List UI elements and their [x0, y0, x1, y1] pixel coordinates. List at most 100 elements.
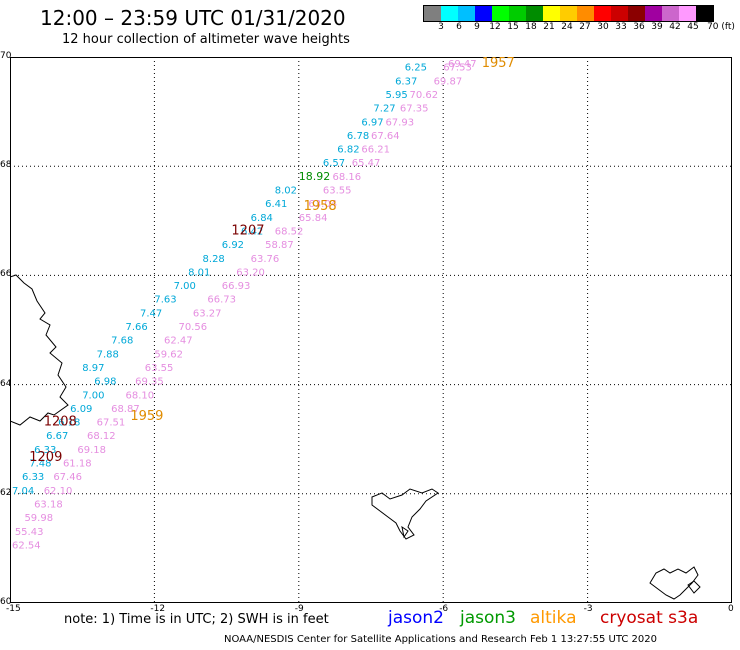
swh-value-label: 67.35: [400, 104, 429, 115]
faroe-islet: [401, 525, 409, 539]
swh-value-label: 62.10: [44, 486, 73, 497]
swh-value-label: 6.37: [395, 76, 417, 87]
legend-jason2: jason2: [388, 608, 444, 628]
iceland-east-coast: [10, 274, 69, 426]
swh-value-label: 6.84: [251, 213, 273, 224]
swh-value-label: 6.09: [70, 404, 92, 415]
swh-value-label: 59.98: [24, 513, 53, 524]
swh-value-label: 7.04: [12, 486, 34, 497]
swh-value-label: 6.41: [265, 199, 287, 210]
swh-value-label: 63.20: [236, 267, 265, 278]
swh-value-label: 67.53: [443, 63, 472, 74]
color-scale-label: 21: [543, 22, 555, 32]
color-swatch: [594, 6, 611, 21]
color-swatch: [526, 6, 543, 21]
map-subtitle: 12 hour collection of altimeter wave hei…: [62, 32, 350, 47]
swh-value-label: 69.87: [434, 76, 463, 87]
map-frame: [10, 57, 732, 603]
color-scale-label: 6: [456, 22, 462, 32]
latitude-tick-label: 62: [0, 487, 12, 498]
time-label: 1207: [231, 223, 264, 238]
swh-value-label: 6.57: [323, 158, 345, 169]
time-label: 1209: [29, 450, 62, 465]
swh-value-label: 8.97: [82, 363, 104, 374]
color-swatch: [492, 6, 509, 21]
longitude-tick-label: 0: [728, 604, 734, 614]
swh-value-label: 69.18: [77, 445, 106, 456]
graticule: [10, 57, 732, 603]
color-scale-labels: 3 6 9 12 15 18 21 24 27 30 33 36 39 42 45 70 (ft): [423, 22, 735, 34]
color-scale-label: 18: [525, 22, 537, 32]
swh-value-label: 66.21: [361, 145, 390, 156]
swh-value-label: 68.16: [332, 172, 361, 183]
note-text: note: 1) Time is in UTC; 2) SWH is in fe…: [64, 612, 329, 627]
swh-value-label: 63.76: [251, 254, 280, 265]
swh-value-label: 63.55: [323, 186, 352, 197]
color-swatch: [475, 6, 492, 21]
time-label: 1957: [482, 57, 515, 71]
time-label: 1959: [130, 409, 163, 424]
color-scale-label: 45: [687, 22, 699, 32]
color-swatch: [458, 6, 475, 21]
swh-value-label: 68.87: [111, 404, 140, 415]
color-scale-bar: [423, 5, 714, 22]
swh-value-label: 70.56: [178, 322, 207, 333]
swh-value-label: 6.33: [34, 445, 56, 456]
latitude-tick-label: 68: [0, 160, 12, 171]
time-label: 1958: [304, 199, 337, 214]
swh-value-label: 7.66: [126, 322, 148, 333]
swh-value-label: 6.33: [22, 472, 44, 483]
longitude-tick-label: -15: [6, 604, 21, 614]
color-scale-label: 70 (ft): [707, 22, 735, 32]
legend-altika: altika: [530, 608, 577, 628]
swh-value-label: 58.87: [265, 240, 294, 251]
faroe-islands: [371, 488, 439, 540]
swh-value-label: 67.93: [385, 117, 414, 128]
swh-value-label: 66.73: [207, 295, 236, 306]
swh-value-label: 63.27: [193, 308, 222, 319]
swh-value-label: 6.97: [361, 117, 383, 128]
shetland-islet: [687, 580, 701, 594]
color-swatch: [509, 6, 526, 21]
color-scale-label: 42: [669, 22, 681, 32]
swh-value-label: 65.47: [352, 158, 381, 169]
color-scale-label: 3: [438, 22, 444, 32]
swh-value-label: 68.12: [87, 431, 116, 442]
swh-value-label: 6.92: [222, 240, 244, 251]
color-scale-label: 27: [579, 22, 591, 32]
color-swatch: [441, 6, 458, 21]
shetland-islands: [649, 566, 699, 600]
coastline: [10, 274, 701, 600]
swh-value-label: 69.47: [448, 59, 477, 70]
swh-value-label: 7.48: [29, 459, 51, 470]
swh-value-label: 6.67: [46, 431, 68, 442]
swh-value-label: 67.51: [97, 418, 126, 429]
swh-value-label: 5.95: [385, 90, 407, 101]
swh-value-label: 68.10: [126, 390, 155, 401]
swh-value-label: 55.43: [15, 527, 44, 538]
color-swatch: [560, 6, 577, 21]
swh-value-label: 8.28: [203, 254, 225, 265]
color-scale-label: 15: [507, 22, 519, 32]
color-scale-label: 30: [597, 22, 609, 32]
longitude-tick-label: -6: [439, 604, 449, 614]
swh-value-label: 69.35: [135, 377, 164, 388]
color-swatch: [611, 6, 628, 21]
time-label: 1208: [44, 415, 77, 430]
color-scale-label: 9: [474, 22, 480, 32]
longitude-tick-label: -12: [150, 604, 166, 614]
swh-value-label: 67.46: [53, 472, 82, 483]
swh-value-label: 67.64: [371, 131, 400, 142]
color-scale-label: 36: [633, 22, 645, 32]
swh-value-label: 6.82: [337, 145, 359, 156]
swh-value-label: 7.00: [174, 281, 196, 292]
swh-value-label: 70.62: [410, 90, 439, 101]
swh-value-label: 18.92: [299, 170, 331, 183]
color-scale-label: 12: [489, 22, 501, 32]
swh-value-label: 6.18: [58, 418, 80, 429]
color-swatch: [424, 6, 441, 21]
color-swatch: [645, 6, 662, 21]
latitude-tick-label: 66: [0, 269, 12, 280]
